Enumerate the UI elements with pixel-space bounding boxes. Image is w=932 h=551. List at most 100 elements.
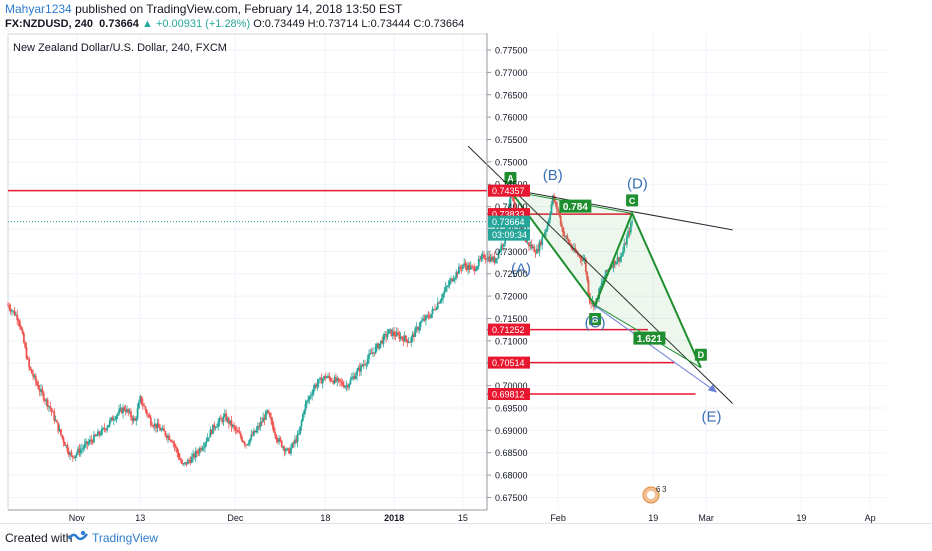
candle-body [459, 266, 462, 269]
candle-body [26, 358, 29, 360]
point-marker-bg [626, 194, 639, 207]
candle-body [419, 322, 422, 327]
candle-body [370, 353, 373, 355]
candle-body [222, 416, 225, 422]
candle-body [545, 229, 548, 233]
axes: 0.77500 0.77000 0.76500 0.76000 0.75500 0.750… [8, 33, 876, 523]
candle-body [447, 285, 450, 287]
candle-body [327, 375, 329, 378]
pattern-fill-abc [510, 190, 633, 306]
candle-body [582, 259, 585, 261]
candle-body [85, 441, 87, 444]
candle-body [111, 417, 114, 421]
candle-body [495, 258, 497, 263]
candle-body [346, 385, 349, 388]
candle-body [291, 443, 294, 448]
candle-body [488, 256, 491, 262]
candle-body [119, 408, 122, 410]
candle-body [389, 329, 392, 331]
candle-body [78, 448, 81, 454]
candle-body [381, 340, 384, 344]
candle-body [329, 378, 332, 381]
candle-body [276, 439, 279, 443]
candle-body [48, 406, 50, 408]
trend-channel-line [499, 186, 733, 231]
candle-body [406, 339, 409, 343]
author-link[interactable]: Mahyar1234 [5, 2, 72, 16]
candle-body [426, 315, 429, 317]
candle-body [279, 438, 282, 441]
candle-body [254, 430, 257, 433]
ratio-badge-bg [633, 331, 666, 345]
candle-body [216, 426, 218, 428]
candle-body [198, 448, 201, 453]
candle-body [386, 334, 389, 338]
event-marker-icon[interactable]: 6 3 [642, 485, 667, 504]
candle-body [376, 343, 378, 347]
harmonic-pattern: A B C D 0.784 1.621 [467, 145, 733, 404]
price-tick-label: 0.72000 [495, 292, 528, 302]
candle-body [126, 409, 128, 413]
candle-body [451, 278, 454, 282]
candle-body [321, 379, 324, 384]
candle-body [253, 430, 255, 436]
candle-body [393, 331, 396, 336]
price-tick-label: 0.75500 [495, 135, 528, 145]
candle-body [399, 336, 402, 339]
ohlc-values: O:0.73449 H:0.73714 L:0.73444 C:0.73664 [253, 18, 465, 30]
candle-body [193, 453, 196, 458]
candle-body [284, 450, 287, 452]
candle-body [569, 243, 571, 245]
time-tick-label: Dec [227, 513, 244, 523]
candle-body [69, 452, 72, 456]
time-tick-label: 15 [458, 513, 468, 523]
tradingview-brand[interactable]: TradingView [92, 531, 159, 545]
candle-body [611, 266, 614, 268]
candle-body [153, 423, 156, 427]
tradingview-logo-icon[interactable] [68, 528, 88, 546]
candle-body [483, 254, 485, 259]
level-price-label: 0.73833 [492, 210, 525, 220]
candle-body [135, 418, 138, 421]
candle-body [107, 424, 110, 428]
candle-body [185, 462, 188, 465]
candle-body [554, 201, 557, 203]
candle-body [378, 343, 381, 349]
candle-body [498, 250, 501, 252]
price-tick-label: 0.76000 [495, 113, 528, 123]
candle-body [387, 329, 390, 335]
candle-body [86, 441, 89, 445]
candle-body [461, 264, 464, 269]
candle-body [443, 290, 446, 294]
candle-body [578, 255, 581, 256]
candle-body [202, 447, 205, 449]
candle-body [309, 395, 312, 397]
candle-body [354, 375, 357, 379]
candle-body [259, 421, 262, 427]
candle-body [28, 358, 31, 367]
candle-body [525, 240, 528, 243]
price-tick-label: 0.69500 [495, 403, 528, 413]
candle-body [115, 415, 118, 420]
candle-body [128, 411, 131, 413]
candle-body [45, 399, 48, 402]
point-marker-bg [589, 313, 602, 326]
candle-body [300, 420, 303, 427]
candle-body [175, 446, 177, 449]
candle-body [364, 364, 366, 366]
candle-body [617, 257, 620, 262]
publish-info: Mahyar1234 published on TradingView.com,… [5, 2, 402, 16]
candle-body [397, 332, 399, 335]
candle-body [512, 195, 515, 201]
candle-body [25, 347, 28, 359]
candle-body [332, 381, 335, 384]
candle-body [94, 434, 97, 436]
candle-body [409, 342, 411, 343]
price-chart[interactable]: New Zealand Dollar/U.S. Dollar, 240, FXC… [0, 33, 932, 523]
candle-body [316, 383, 319, 387]
candle-body [580, 258, 583, 261]
candle-body [282, 446, 284, 448]
point-marker-label: C [629, 196, 636, 206]
pattern-zigzag [509, 190, 702, 369]
candle-body [190, 456, 193, 463]
